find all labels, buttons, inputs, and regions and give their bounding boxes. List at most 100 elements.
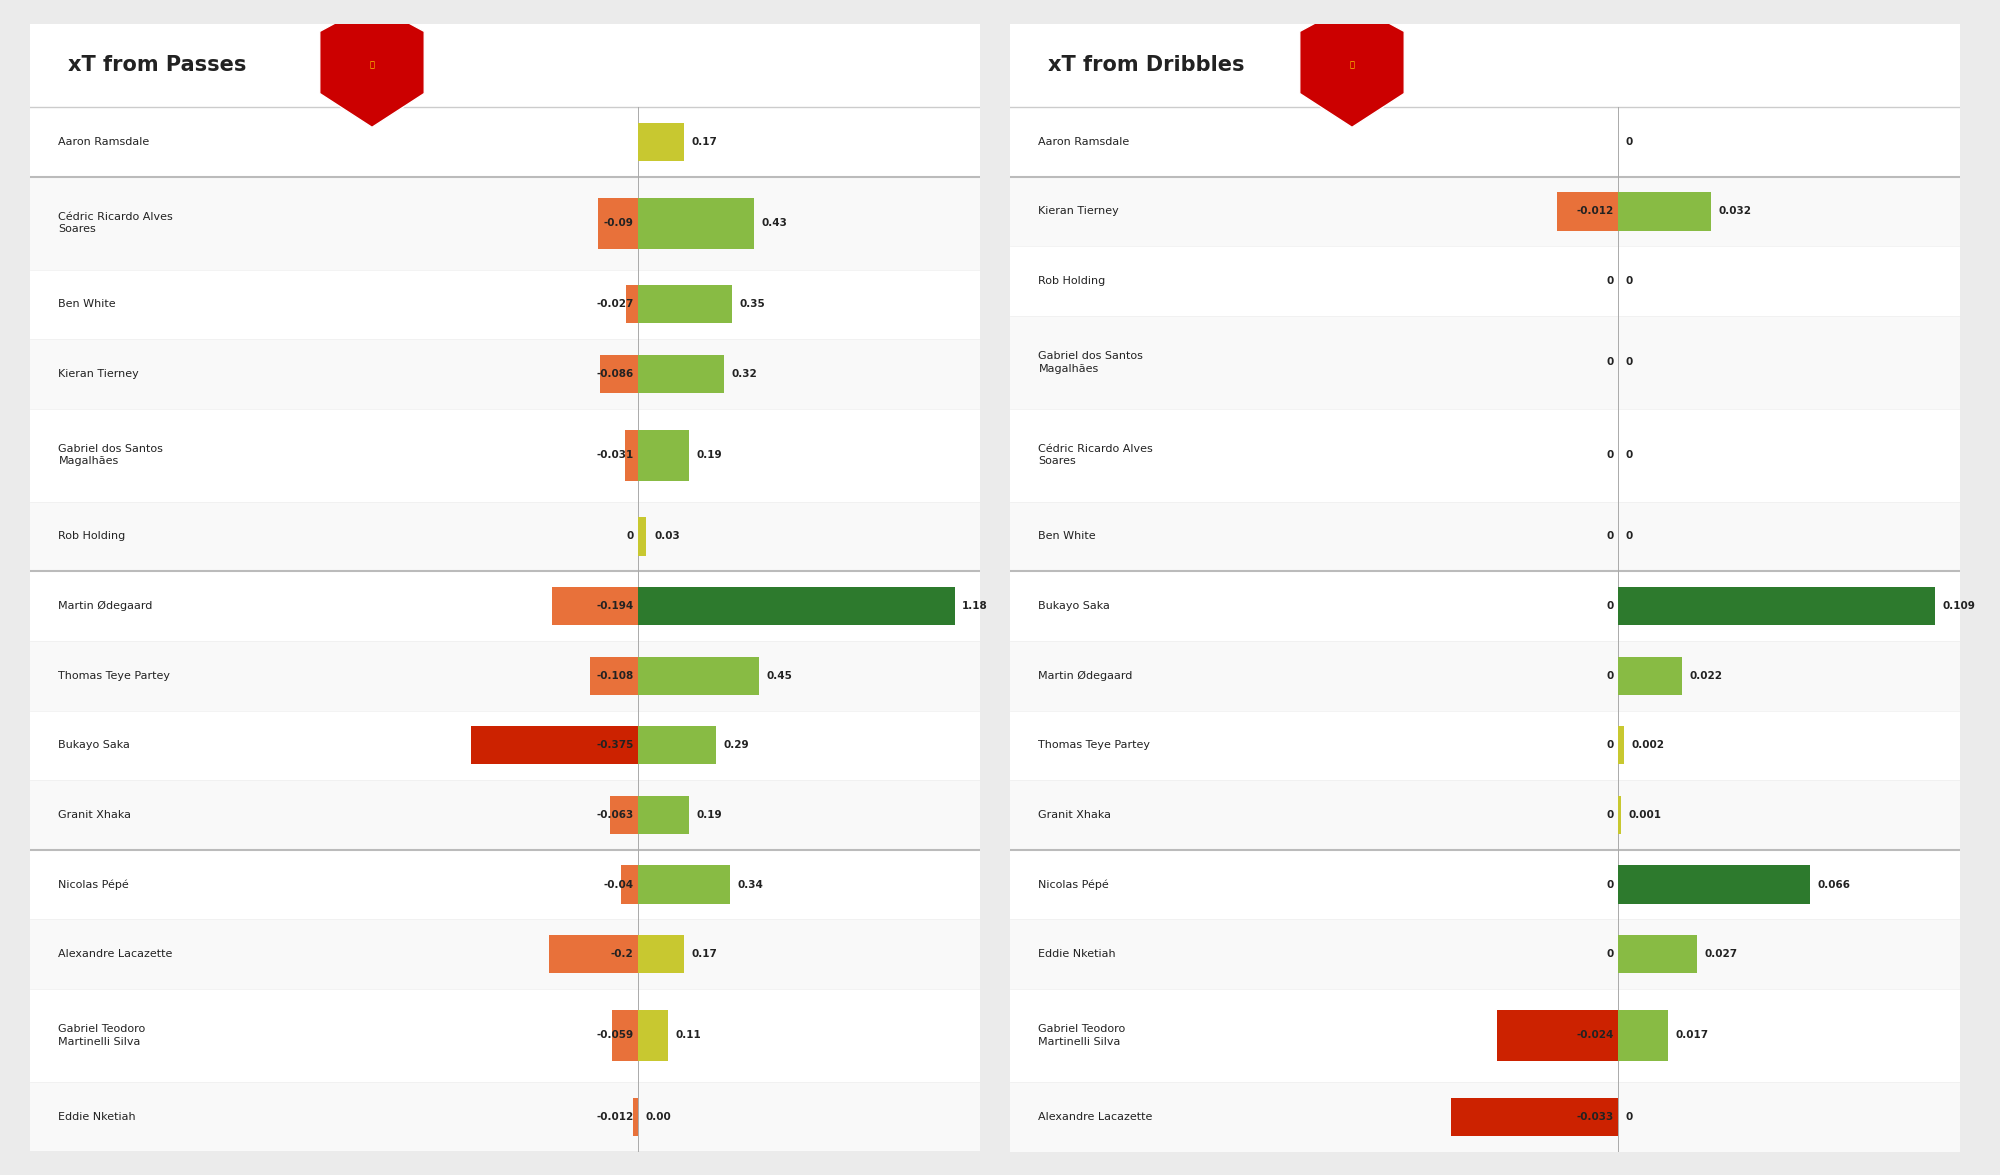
Text: 0.34: 0.34 — [738, 880, 762, 889]
Text: Kieran Tierney: Kieran Tierney — [58, 369, 140, 380]
Text: 0: 0 — [1626, 1112, 1634, 1122]
Text: -0.012: -0.012 — [1576, 207, 1614, 216]
Text: -0.024: -0.024 — [1576, 1030, 1614, 1040]
Text: Aaron Ramsdale: Aaron Ramsdale — [58, 136, 150, 147]
Text: 0.032: 0.032 — [1718, 207, 1752, 216]
Text: 0: 0 — [1626, 450, 1634, 461]
Text: 0.32: 0.32 — [732, 369, 758, 380]
Text: 0.43: 0.43 — [762, 219, 788, 228]
Text: -0.063: -0.063 — [596, 810, 634, 820]
Bar — [638, 197, 754, 249]
Text: -0.012: -0.012 — [596, 1112, 634, 1122]
Bar — [30, 409, 980, 502]
Text: 0.027: 0.027 — [1704, 949, 1738, 959]
Bar — [1010, 409, 1960, 502]
Text: 0.29: 0.29 — [724, 740, 750, 751]
Text: 0.001: 0.001 — [1628, 810, 1662, 820]
Text: 0: 0 — [1606, 531, 1614, 542]
Bar — [638, 795, 690, 834]
Text: Gabriel dos Santos
Magalhães: Gabriel dos Santos Magalhães — [58, 444, 164, 466]
Text: 0: 0 — [1626, 357, 1634, 368]
Bar — [1010, 176, 1960, 247]
Bar — [30, 989, 980, 1082]
Bar — [638, 355, 724, 394]
Text: Thomas Teye Partey: Thomas Teye Partey — [58, 671, 170, 680]
Bar — [590, 657, 638, 694]
Text: 0.109: 0.109 — [1942, 602, 1976, 611]
Bar — [1010, 571, 1960, 640]
Bar — [1618, 866, 1810, 904]
Bar — [638, 588, 954, 625]
Bar — [624, 430, 638, 481]
Bar — [30, 340, 980, 409]
Bar — [1618, 193, 1712, 230]
Text: 0: 0 — [626, 531, 634, 542]
Bar — [638, 935, 684, 973]
Bar — [30, 711, 980, 780]
Text: Alexandre Lacazette: Alexandre Lacazette — [1038, 1112, 1152, 1122]
Bar — [30, 269, 980, 340]
Bar — [30, 919, 980, 989]
Text: Gabriel dos Santos
Magalhães: Gabriel dos Santos Magalhães — [1038, 351, 1144, 374]
Text: 0.03: 0.03 — [654, 531, 680, 542]
Text: Alexandre Lacazette: Alexandre Lacazette — [58, 949, 172, 959]
Bar — [620, 866, 638, 904]
Bar — [30, 850, 980, 919]
Text: 0.19: 0.19 — [696, 810, 722, 820]
Text: -0.031: -0.031 — [596, 450, 634, 461]
Text: 0: 0 — [1606, 357, 1614, 368]
Bar — [30, 640, 980, 711]
Bar — [638, 122, 684, 161]
Polygon shape — [1300, 4, 1404, 127]
Text: 0: 0 — [1626, 276, 1634, 287]
Text: Eddie Nketiah: Eddie Nketiah — [58, 1112, 136, 1122]
Bar — [30, 502, 980, 571]
Text: -0.086: -0.086 — [596, 369, 634, 380]
Bar — [1558, 193, 1618, 230]
Text: 0: 0 — [1606, 740, 1614, 751]
Bar — [1618, 726, 1624, 765]
Text: 0.17: 0.17 — [692, 136, 718, 147]
Text: 0: 0 — [1606, 276, 1614, 287]
Bar — [30, 24, 980, 107]
Bar — [598, 197, 638, 249]
Bar — [1010, 247, 1960, 316]
Text: 0.017: 0.017 — [1676, 1030, 1708, 1040]
Bar — [552, 588, 638, 625]
Bar — [638, 286, 732, 323]
Text: Martin Ødegaard: Martin Ødegaard — [1038, 671, 1132, 680]
Bar — [1010, 780, 1960, 850]
Text: 0.066: 0.066 — [1818, 880, 1850, 889]
Bar — [1496, 1010, 1618, 1061]
Text: 0: 0 — [1626, 136, 1634, 147]
Text: Rob Holding: Rob Holding — [1038, 276, 1106, 287]
Text: 0: 0 — [1606, 880, 1614, 889]
Bar — [1450, 1097, 1618, 1136]
Bar — [30, 571, 980, 640]
Bar — [1010, 850, 1960, 919]
Bar — [638, 430, 690, 481]
Bar — [1618, 795, 1622, 834]
Text: Bukayo Saka: Bukayo Saka — [1038, 602, 1110, 611]
Bar — [1618, 1010, 1668, 1061]
Text: Cédric Ricardo Alves
Soares: Cédric Ricardo Alves Soares — [1038, 444, 1154, 466]
Bar — [638, 517, 646, 556]
Bar — [638, 866, 730, 904]
Bar — [470, 726, 638, 765]
Text: 1.18: 1.18 — [962, 602, 988, 611]
Text: -0.033: -0.033 — [1576, 1112, 1614, 1122]
Text: 0: 0 — [1606, 602, 1614, 611]
Bar — [30, 176, 980, 269]
Text: 0: 0 — [1606, 671, 1614, 680]
Text: Thomas Teye Partey: Thomas Teye Partey — [1038, 740, 1150, 751]
Text: xT from Passes: xT from Passes — [68, 55, 246, 75]
Bar — [1010, 316, 1960, 409]
Bar — [612, 1010, 638, 1061]
Text: 0.35: 0.35 — [740, 300, 766, 309]
Bar — [30, 107, 980, 176]
Text: Ben White: Ben White — [1038, 531, 1096, 542]
Text: -0.027: -0.027 — [596, 300, 634, 309]
Text: -0.108: -0.108 — [596, 671, 634, 680]
Text: Bukayo Saka: Bukayo Saka — [58, 740, 130, 751]
Bar — [638, 726, 716, 765]
